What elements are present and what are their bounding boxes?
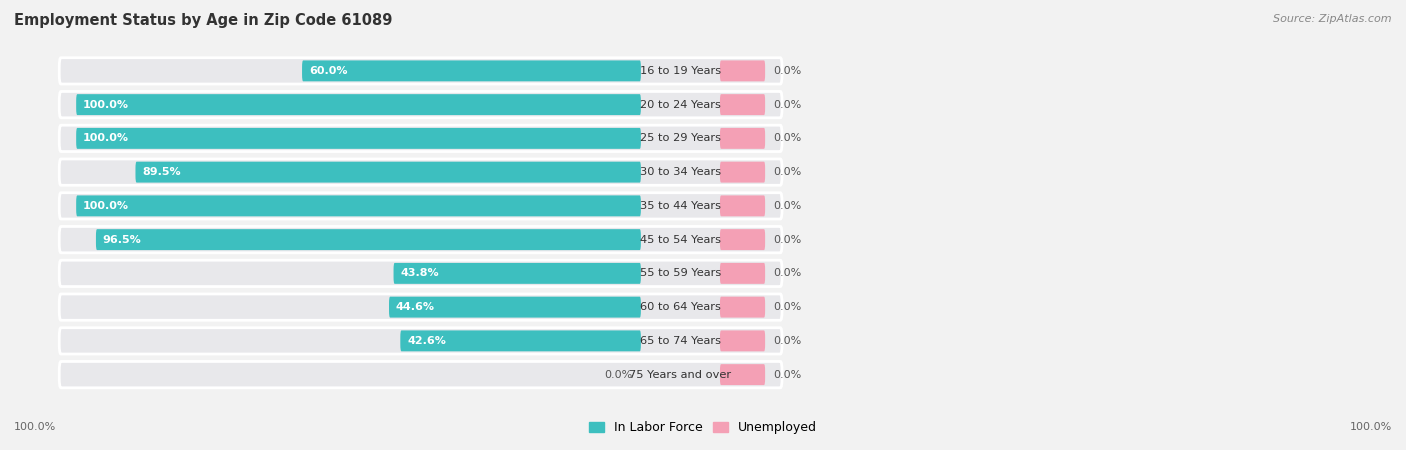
FancyBboxPatch shape [720, 195, 765, 216]
FancyBboxPatch shape [720, 330, 765, 351]
FancyBboxPatch shape [59, 328, 782, 354]
FancyBboxPatch shape [720, 364, 765, 385]
Text: 20 to 24 Years: 20 to 24 Years [640, 99, 721, 110]
FancyBboxPatch shape [720, 263, 765, 284]
Text: Source: ZipAtlas.com: Source: ZipAtlas.com [1274, 14, 1392, 23]
Text: 43.8%: 43.8% [401, 268, 439, 279]
FancyBboxPatch shape [135, 162, 641, 183]
Text: 65 to 74 Years: 65 to 74 Years [640, 336, 721, 346]
Text: 89.5%: 89.5% [142, 167, 181, 177]
Text: 16 to 19 Years: 16 to 19 Years [640, 66, 721, 76]
Legend: In Labor Force, Unemployed: In Labor Force, Unemployed [583, 416, 823, 439]
FancyBboxPatch shape [59, 226, 782, 253]
FancyBboxPatch shape [59, 294, 782, 320]
Text: 55 to 59 Years: 55 to 59 Years [640, 268, 721, 279]
FancyBboxPatch shape [720, 229, 765, 250]
Text: 0.0%: 0.0% [773, 201, 801, 211]
Text: 35 to 44 Years: 35 to 44 Years [640, 201, 721, 211]
FancyBboxPatch shape [720, 94, 765, 115]
Text: 0.0%: 0.0% [773, 302, 801, 312]
Text: 30 to 34 Years: 30 to 34 Years [640, 167, 721, 177]
Text: 60 to 64 Years: 60 to 64 Years [640, 302, 721, 312]
FancyBboxPatch shape [720, 162, 765, 183]
Text: 0.0%: 0.0% [773, 234, 801, 245]
Text: 100.0%: 100.0% [14, 422, 56, 432]
Text: 75 Years and over: 75 Years and over [630, 369, 731, 380]
FancyBboxPatch shape [59, 260, 782, 287]
FancyBboxPatch shape [394, 263, 641, 284]
FancyBboxPatch shape [720, 60, 765, 81]
Text: 0.0%: 0.0% [773, 268, 801, 279]
FancyBboxPatch shape [720, 297, 765, 318]
FancyBboxPatch shape [720, 128, 765, 149]
FancyBboxPatch shape [59, 58, 782, 84]
Text: 0.0%: 0.0% [773, 99, 801, 110]
Text: 100.0%: 100.0% [83, 201, 129, 211]
FancyBboxPatch shape [59, 193, 782, 219]
FancyBboxPatch shape [389, 297, 641, 318]
Text: 42.6%: 42.6% [408, 336, 446, 346]
FancyBboxPatch shape [76, 195, 641, 216]
FancyBboxPatch shape [76, 94, 641, 115]
Text: 100.0%: 100.0% [83, 133, 129, 144]
Text: 0.0%: 0.0% [605, 369, 633, 380]
Text: 0.0%: 0.0% [773, 133, 801, 144]
Text: 0.0%: 0.0% [773, 66, 801, 76]
FancyBboxPatch shape [59, 125, 782, 152]
FancyBboxPatch shape [59, 159, 782, 185]
Text: 25 to 29 Years: 25 to 29 Years [640, 133, 721, 144]
FancyBboxPatch shape [59, 361, 782, 388]
FancyBboxPatch shape [96, 229, 641, 250]
Text: 0.0%: 0.0% [773, 369, 801, 380]
FancyBboxPatch shape [59, 91, 782, 118]
Text: 100.0%: 100.0% [1350, 422, 1392, 432]
Text: 96.5%: 96.5% [103, 234, 142, 245]
FancyBboxPatch shape [76, 128, 641, 149]
Text: 60.0%: 60.0% [309, 66, 347, 76]
Text: 45 to 54 Years: 45 to 54 Years [640, 234, 721, 245]
Text: 0.0%: 0.0% [773, 336, 801, 346]
FancyBboxPatch shape [302, 60, 641, 81]
FancyBboxPatch shape [401, 330, 641, 351]
Text: 100.0%: 100.0% [83, 99, 129, 110]
Text: 0.0%: 0.0% [773, 167, 801, 177]
Text: 44.6%: 44.6% [396, 302, 434, 312]
Text: Employment Status by Age in Zip Code 61089: Employment Status by Age in Zip Code 610… [14, 14, 392, 28]
